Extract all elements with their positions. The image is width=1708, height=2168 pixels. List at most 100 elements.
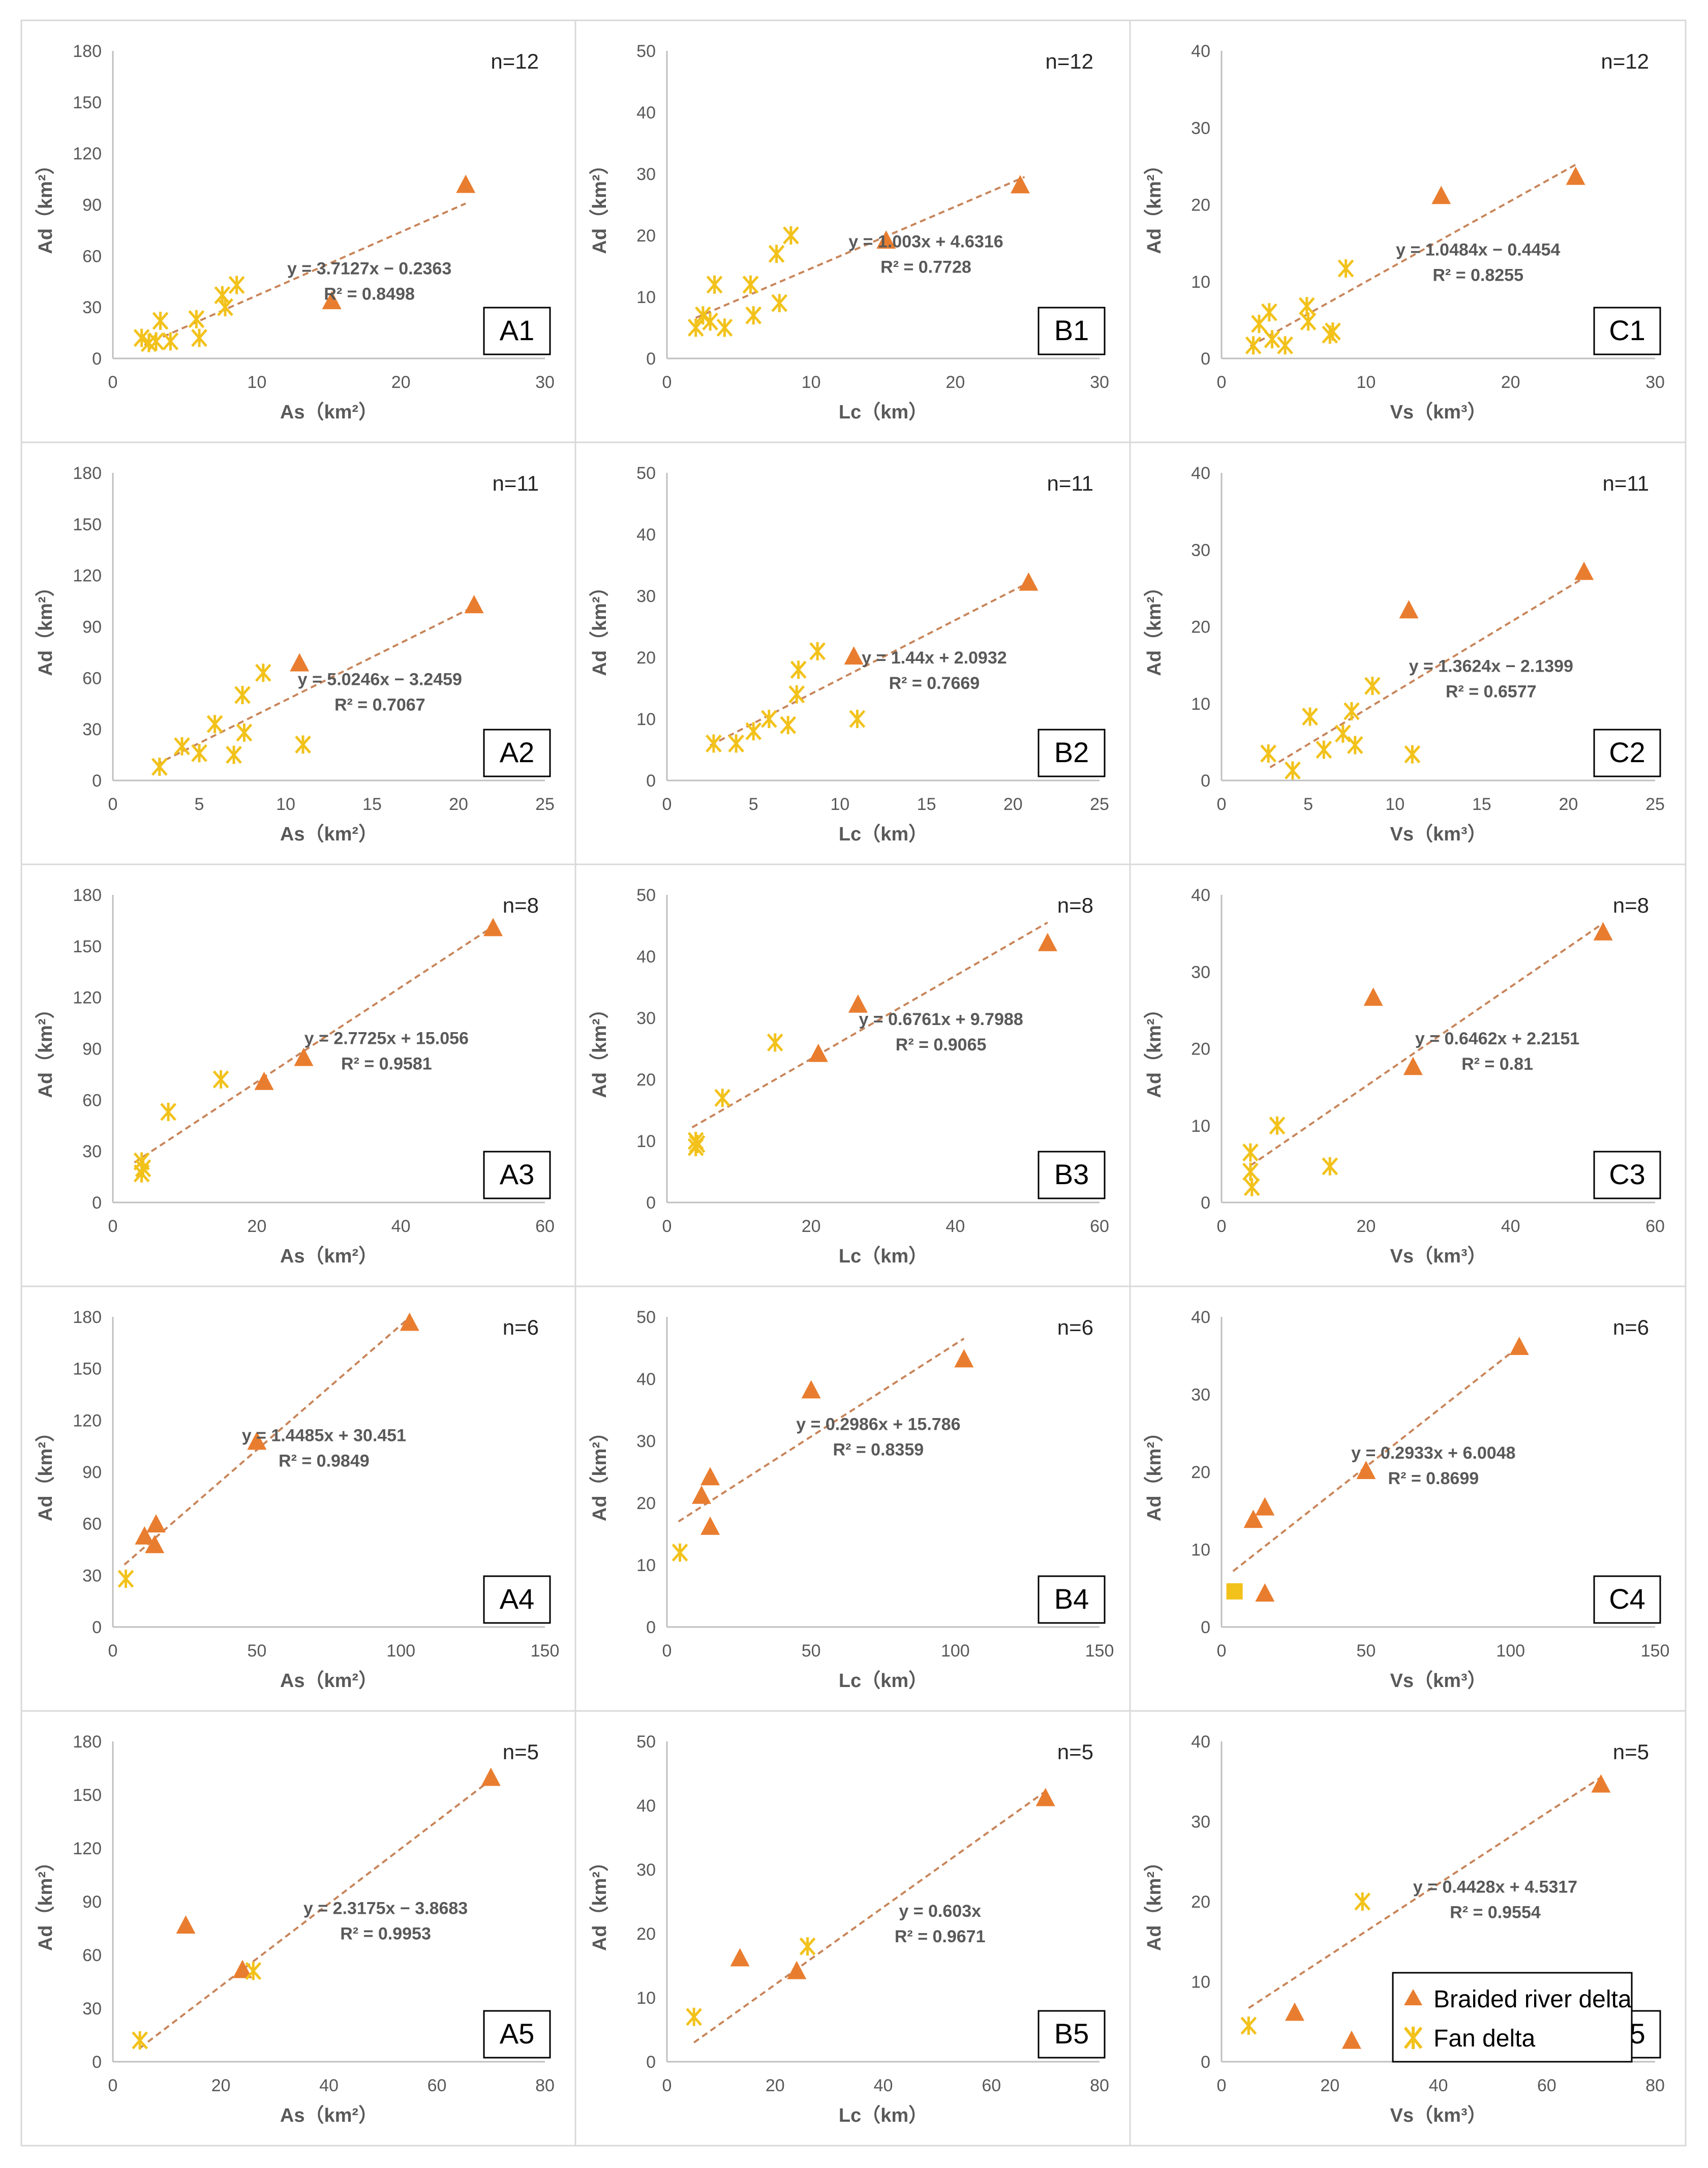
y-tick-label: 10 [1191,273,1210,292]
trendline [691,921,1048,1129]
panel-border [1129,1285,1687,1712]
trend-r2: R² = 0.6577 [1446,682,1537,702]
x-tick-label: 80 [535,2076,555,2095]
data-point-fan [151,758,168,776]
data-point-fan [188,310,205,328]
panel-label-box [483,307,551,355]
y-tick-label: 60 [82,669,102,688]
y-tick-label: 50 [636,1308,656,1327]
data-point-braided [1019,572,1039,591]
data-point-fan [1337,259,1354,278]
y-tick-label: 30 [1191,118,1210,138]
panel-label: A1 [500,314,535,346]
y-tick-label: 30 [1191,1813,1210,1832]
y-axis-title: Ad（km²） [1144,577,1165,676]
y-tick-label: 0 [1201,2053,1210,2072]
y-tick-label: 90 [82,196,102,215]
data-point-fan [706,734,722,753]
y-tick-label: 150 [73,1786,102,1805]
data-point-fan [174,737,190,756]
y-tick-label: 50 [636,464,656,483]
y-tick-label: 90 [82,1040,102,1059]
x-tick-label: 20 [211,2076,231,2095]
sample-count-label: n=12 [491,49,539,73]
panel-label-box [483,729,551,777]
panel-label: C2 [1609,736,1645,768]
data-point-braided [135,1526,155,1545]
y-axis-title: Ad（km²） [35,999,56,1098]
sample-count-label: n=6 [503,1315,539,1339]
y-tick-label: 180 [73,1732,102,1752]
x-tick-label: 0 [108,1217,118,1236]
trendline [156,605,476,766]
trend-r2: R² = 0.7067 [334,695,425,714]
trendline [144,202,466,346]
y-tick-label: 0 [646,1618,656,1637]
y-tick-label: 90 [82,1463,102,1482]
panel-b5: 0 20 40 60 80 0 10 20 30 40 50 Lc（km） Ad（km²） n=5 y = … [574,1710,1131,2147]
panel-border [1129,19,1687,443]
panel-label-box [1593,1575,1661,1624]
y-axis-title: Ad（km²） [1144,999,1165,1098]
panel-c3: 0 20 40 60 0 10 20 30 40 Vs（km³） Ad（km²） n=8 y = 0.6… [1129,863,1687,1287]
y-tick-label: 30 [82,1566,102,1585]
data-point-fan [714,1089,731,1107]
y-axis-title: Ad（km²） [1144,1852,1165,1951]
data-point-fan [212,1070,229,1089]
x-axis-title: Vs（km³） [1390,2105,1486,2126]
data-point-fan [1243,1178,1260,1196]
x-tick-label: 15 [1472,795,1491,814]
data-point-fan [768,245,785,263]
panel-label: C4 [1609,1583,1645,1615]
y-tick-label: 120 [73,1839,102,1858]
data-point-braided [1509,1337,1529,1355]
data-point-braided [730,1948,750,1967]
x-axis-title: As（km²） [280,1246,378,1267]
x-tick-label: 20 [1320,2076,1339,2095]
y-tick-label: 30 [82,1142,102,1161]
y-axis-title: Ad（km²） [35,1852,56,1951]
y-axis-title: Ad（km²） [589,999,611,1098]
data-point-fan [689,1135,706,1154]
trendline [134,924,495,1164]
data-point-fan [245,1962,262,1980]
x-axis-title: Vs（km³） [1390,824,1486,845]
sample-count-label: n=6 [1057,1315,1093,1339]
data-point-braided [787,1961,807,1979]
trend-equation: y = 0.6761x + 9.7988 [859,1010,1023,1029]
y-axis-title: Ad（km²） [35,155,56,254]
data-point-fan [1226,1583,1243,1600]
y-tick-label: 20 [636,648,656,668]
data-point-fan [672,1543,688,1562]
y-tick-label: 10 [636,1556,656,1575]
panel-c1: 0 10 20 30 0 10 20 30 40 Vs（km³） Ad（km²） n=12 y = 1.… [1129,19,1687,443]
data-point-fan [1260,744,1277,763]
x-tick-label: 20 [1501,373,1520,392]
data-point-braided [294,1047,314,1066]
sample-count-label: n=8 [1613,893,1649,917]
x-tick-label: 20 [946,373,965,392]
trend-r2: R² = 0.9849 [279,1451,370,1470]
panel-b2: 0 5 10 15 20 25 0 10 20 30 40 50 Lc（km） Ad（km²） n=11 y … [574,441,1131,865]
y-tick-label: 40 [1191,886,1210,905]
y-tick-label: 10 [1191,1973,1210,1992]
x-tick-label: 10 [802,373,821,392]
panel-label: C1 [1609,314,1645,346]
trend-r2: R² = 0.9554 [1450,1903,1541,1922]
x-tick-label: 10 [830,795,849,814]
legend-fan-marker [1404,2027,1423,2049]
y-tick-label: 20 [636,1070,656,1090]
x-tick-label: 20 [1003,795,1023,814]
y-tick-label: 30 [636,165,656,184]
x-axis-title: Lc（km） [839,1670,928,1692]
panel-border [574,19,1131,443]
y-tick-label: 0 [1201,771,1210,791]
x-tick-label: 20 [802,1217,821,1236]
y-tick-label: 120 [73,988,102,1008]
panel-border [20,441,576,865]
panel-label: A4 [500,1583,535,1615]
trendline [1249,922,1604,1167]
x-tick-label: 40 [946,1217,965,1236]
y-tick-label: 10 [1191,1117,1210,1136]
